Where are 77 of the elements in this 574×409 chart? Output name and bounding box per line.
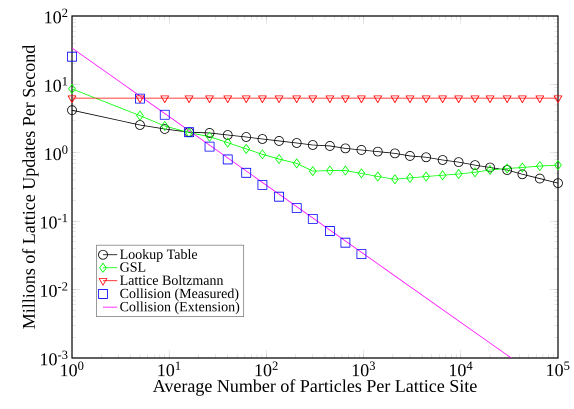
point bbox=[406, 95, 414, 104]
x-tick-label: 10$^{3}$ bbox=[352, 362, 375, 376]
point bbox=[324, 226, 335, 236]
x-tick-label: 10$^{2}$ bbox=[256, 362, 278, 376]
point bbox=[342, 166, 350, 176]
legend-label: Lattice Boltzmann bbox=[120, 275, 224, 285]
point bbox=[308, 95, 318, 104]
point bbox=[242, 95, 251, 104]
y-axis-title: Millions of Lattice Updates Per Second bbox=[22, 44, 39, 329]
point bbox=[406, 172, 414, 183]
point bbox=[308, 214, 318, 224]
point bbox=[258, 134, 268, 144]
point bbox=[241, 168, 252, 178]
point bbox=[358, 168, 366, 178]
point bbox=[470, 95, 480, 104]
point bbox=[326, 95, 334, 104]
point bbox=[422, 95, 430, 104]
x-tick-label: 10$^{4}$ bbox=[450, 362, 472, 376]
point bbox=[374, 95, 382, 104]
point bbox=[391, 174, 399, 184]
point bbox=[471, 167, 479, 178]
y-tick-label: 10$^{-1}$ bbox=[41, 214, 68, 229]
point bbox=[438, 170, 446, 180]
point bbox=[534, 174, 545, 184]
point bbox=[258, 180, 268, 190]
legend-label: GSL bbox=[120, 262, 146, 272]
point bbox=[502, 95, 512, 104]
point bbox=[421, 152, 432, 162]
point bbox=[554, 95, 562, 104]
x-tick-label: 10$^{5}$ bbox=[547, 362, 570, 376]
x-tick-label: 10$^{1}$ bbox=[158, 362, 180, 376]
point bbox=[341, 95, 350, 104]
point bbox=[357, 95, 366, 104]
y-tick-label: 10$^{-2}$ bbox=[41, 282, 68, 297]
point bbox=[536, 95, 544, 104]
point bbox=[309, 166, 317, 176]
point bbox=[340, 143, 350, 154]
point bbox=[454, 157, 464, 168]
point bbox=[390, 148, 400, 158]
point bbox=[292, 203, 302, 213]
point bbox=[438, 155, 448, 165]
point bbox=[438, 95, 447, 104]
point bbox=[258, 95, 267, 104]
point bbox=[274, 95, 284, 104]
point bbox=[553, 178, 563, 188]
y-tick-label: 10$^{2}$ bbox=[45, 8, 68, 24]
point bbox=[308, 140, 318, 150]
y-tick-label: 10$^{0}$ bbox=[45, 145, 68, 160]
point bbox=[374, 172, 382, 182]
point bbox=[356, 145, 366, 155]
point bbox=[258, 149, 266, 160]
y-tick-label: 10$^{1}$ bbox=[45, 77, 68, 92]
point bbox=[292, 158, 300, 168]
legend-label: Collision (Measured) bbox=[120, 288, 238, 302]
point bbox=[470, 160, 480, 170]
point bbox=[274, 136, 284, 146]
point bbox=[536, 161, 544, 171]
point bbox=[326, 166, 334, 176]
point bbox=[292, 95, 301, 104]
point bbox=[390, 95, 400, 104]
point bbox=[554, 160, 562, 170]
point bbox=[324, 141, 335, 151]
point bbox=[422, 172, 430, 182]
legend-label: Collision (Extension) bbox=[120, 302, 240, 314]
point bbox=[454, 169, 462, 179]
point bbox=[356, 249, 366, 260]
point bbox=[372, 146, 383, 157]
point bbox=[454, 95, 463, 104]
point bbox=[241, 132, 252, 142]
point bbox=[340, 238, 350, 248]
x-axis-title: Average Number of Particles Per Lattice Site bbox=[152, 379, 477, 396]
point bbox=[242, 144, 250, 154]
point bbox=[274, 192, 284, 202]
point bbox=[292, 138, 302, 148]
point bbox=[275, 154, 283, 164]
point bbox=[405, 151, 415, 161]
legend-label: Lookup Table bbox=[120, 249, 198, 262]
